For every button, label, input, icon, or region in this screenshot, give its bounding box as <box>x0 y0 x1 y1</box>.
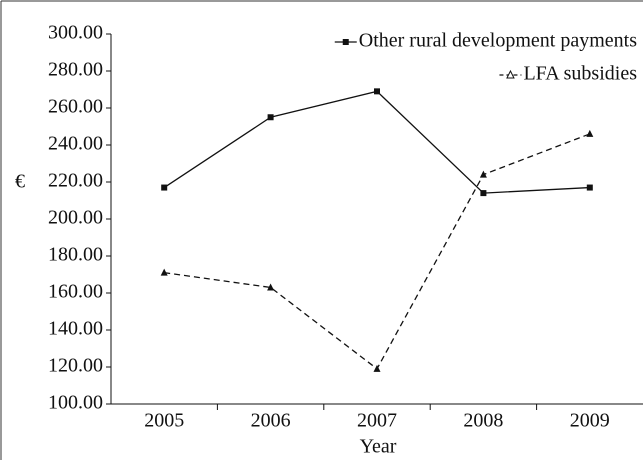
x-tick-label: 2007 <box>357 410 397 432</box>
y-tick-label: 220.00 <box>48 170 103 192</box>
point <box>267 283 275 291</box>
legend-marker <box>506 69 515 79</box>
point <box>161 184 168 191</box>
point <box>374 88 380 95</box>
series-line <box>163 90 590 194</box>
y-axis-label: € <box>15 171 25 193</box>
point <box>586 129 594 137</box>
y-tick-label: 260.00 <box>48 96 103 118</box>
point <box>160 268 168 276</box>
x-tick-label: 2006 <box>251 410 291 432</box>
legend-marker <box>342 39 349 45</box>
point <box>586 184 593 191</box>
point <box>479 170 487 178</box>
x-axis-label: Year <box>360 436 397 458</box>
y-tick-label: 300.00 <box>48 22 103 44</box>
point <box>267 114 274 121</box>
y-tick-label: 140.00 <box>48 318 103 340</box>
y-tick-label: 120.00 <box>48 355 103 377</box>
y-tick-label: 160.00 <box>48 281 103 303</box>
y-tick-label: 280.00 <box>48 59 103 81</box>
y-tick-label: 100.00 <box>48 392 103 414</box>
x-tick-label: 2009 <box>570 410 610 432</box>
y-tick-label: 240.00 <box>48 133 103 155</box>
y-tick-label: 200.00 <box>48 207 103 229</box>
x-tick-label: 2005 <box>144 410 184 432</box>
series-line <box>164 133 591 370</box>
point <box>373 364 381 372</box>
legend-label: Other rural development payments <box>359 30 637 52</box>
legend-label: LFA subsidies <box>523 63 637 85</box>
y-tick-label: 180.00 <box>48 244 103 266</box>
x-tick-label: 2008 <box>463 410 503 432</box>
point <box>480 190 487 197</box>
